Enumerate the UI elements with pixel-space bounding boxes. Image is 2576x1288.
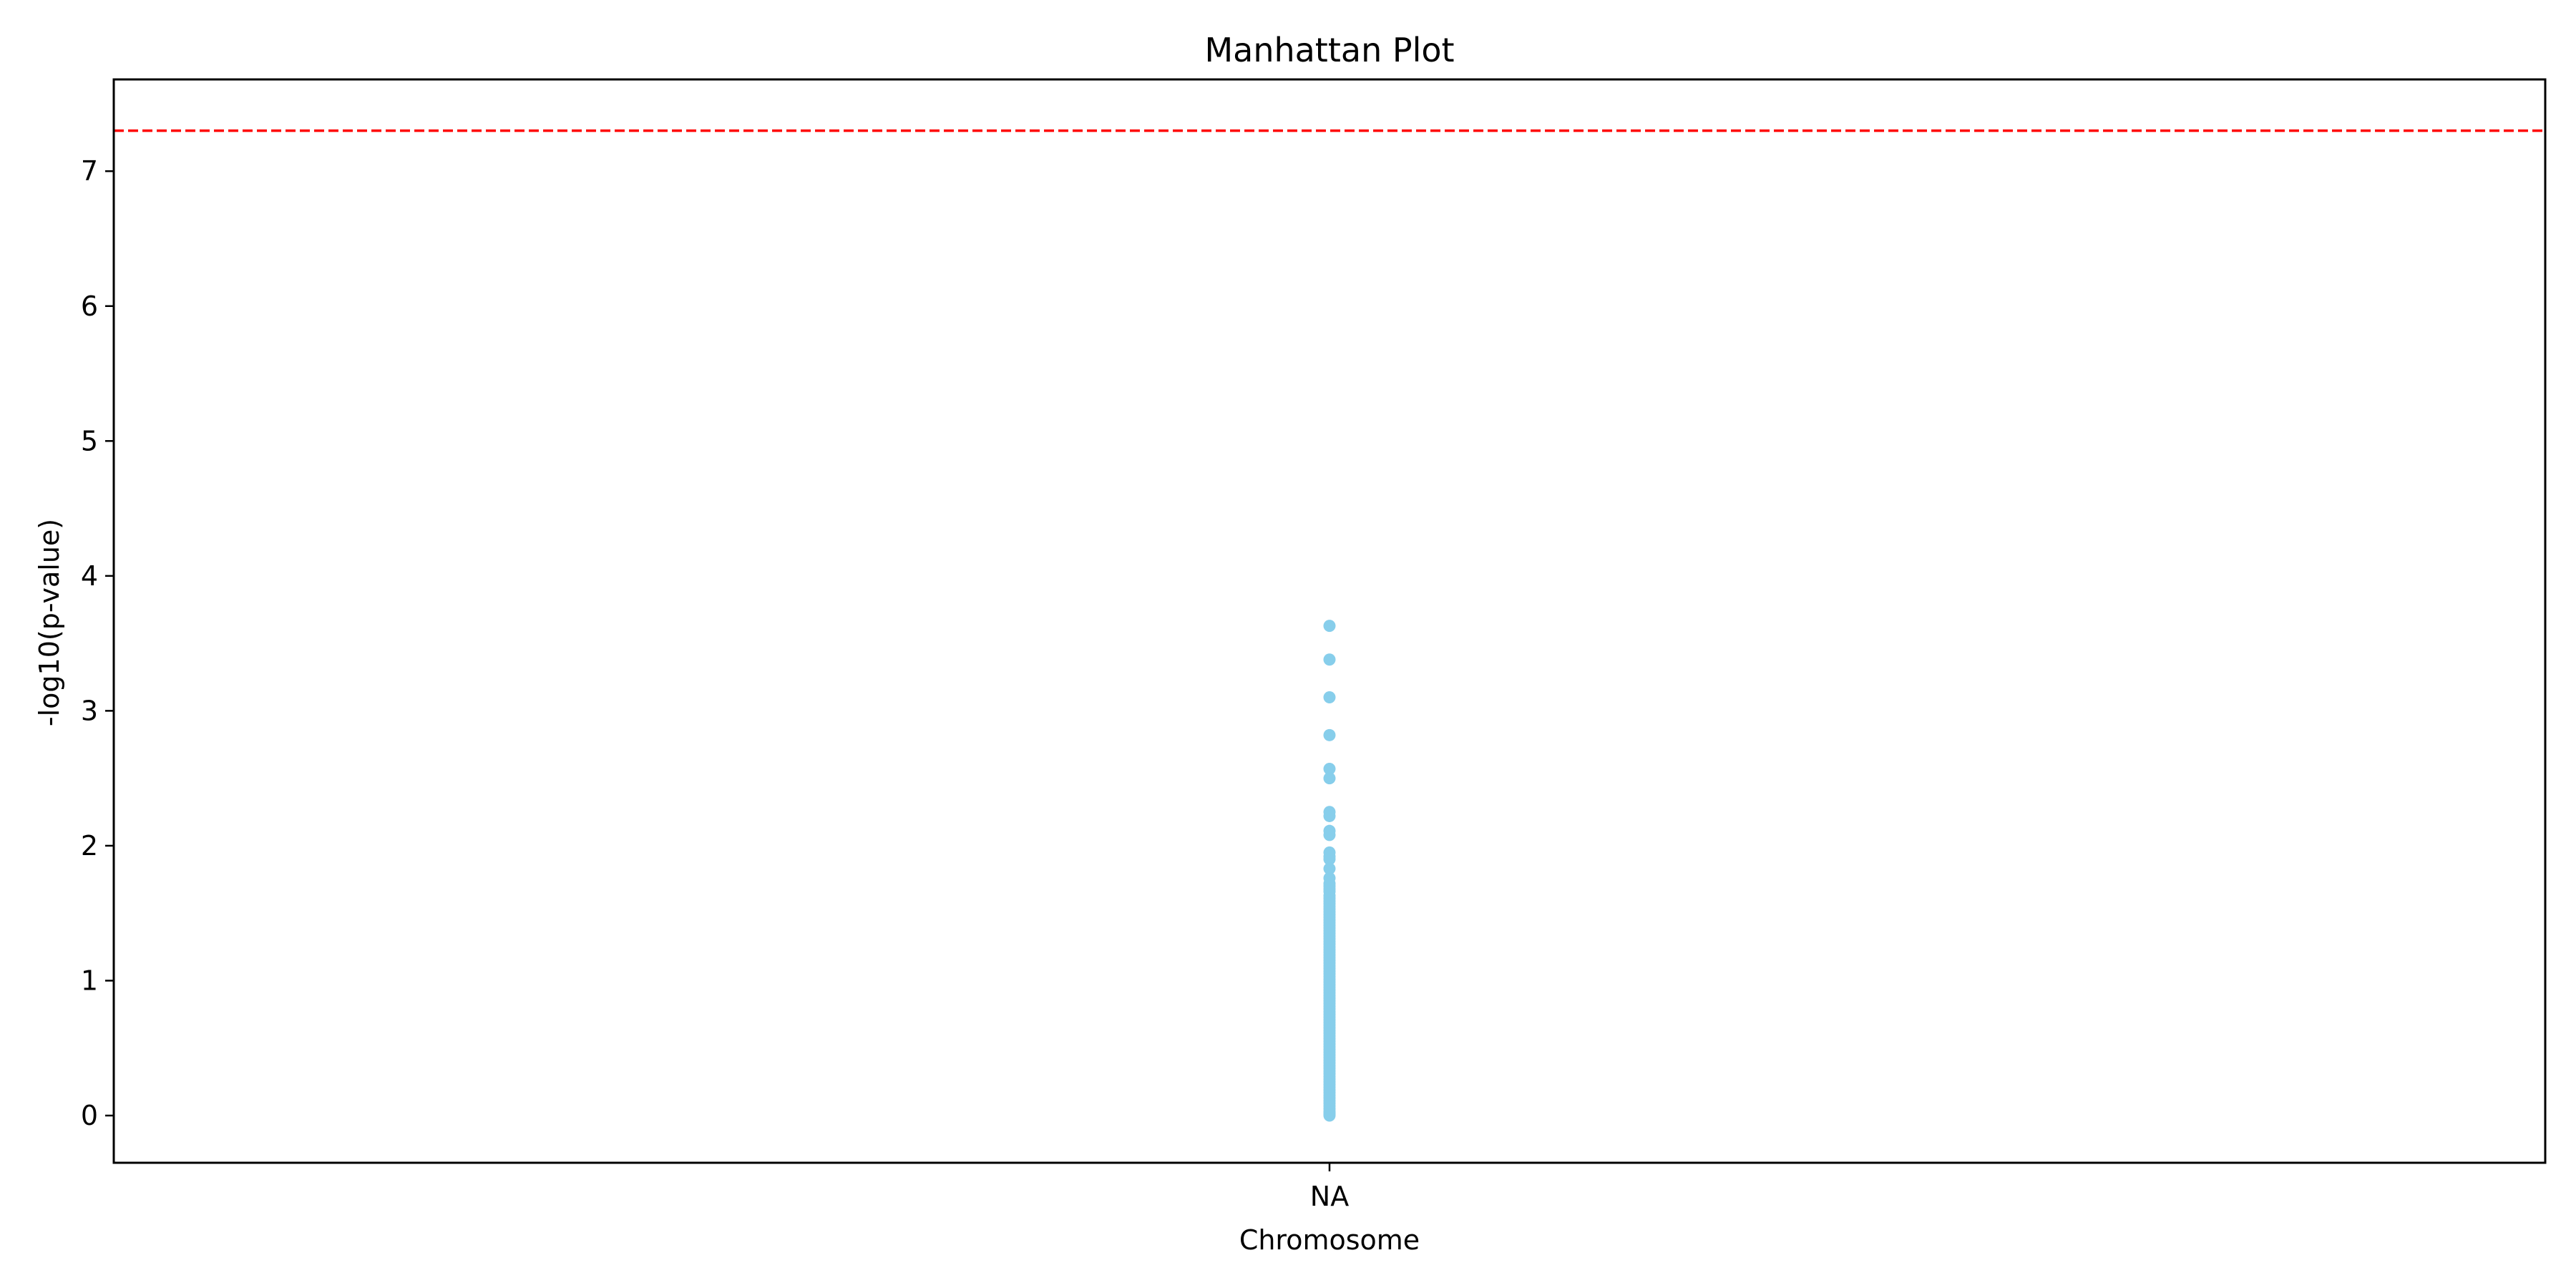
chart-title: Manhattan Plot <box>1204 31 1454 69</box>
data-point <box>1323 862 1336 875</box>
y-tick-label: 5 <box>81 425 98 457</box>
y-axis-ticks: 0 1 2 3 4 5 6 7 <box>81 155 114 1131</box>
data-point <box>1323 853 1336 866</box>
y-tick-label: 1 <box>81 965 98 996</box>
plot-frame <box>112 78 2547 1164</box>
y-tick-label: 2 <box>81 830 98 862</box>
data-point <box>1323 829 1336 841</box>
y-axis-label: -log10(p-value) <box>34 519 65 726</box>
data-point <box>1323 762 1336 775</box>
y-tick-label: 4 <box>81 560 98 592</box>
y-tick-label: 6 <box>81 291 98 322</box>
x-axis-ticks: NA <box>1310 1163 1349 1212</box>
y-tick-label: 7 <box>81 155 98 187</box>
data-point <box>1323 653 1336 666</box>
data-point <box>1323 620 1336 633</box>
x-axis-label: Chromosome <box>1239 1224 1420 1256</box>
y-tick-label: 0 <box>81 1100 98 1131</box>
data-point <box>1323 728 1336 741</box>
data-point <box>1323 691 1336 704</box>
x-tick-label: NA <box>1310 1181 1349 1212</box>
plot-area <box>114 129 2545 1122</box>
data-point <box>1323 772 1336 785</box>
data-point <box>1323 1109 1336 1122</box>
y-tick-label: 3 <box>81 695 98 726</box>
data-point <box>1323 809 1336 822</box>
